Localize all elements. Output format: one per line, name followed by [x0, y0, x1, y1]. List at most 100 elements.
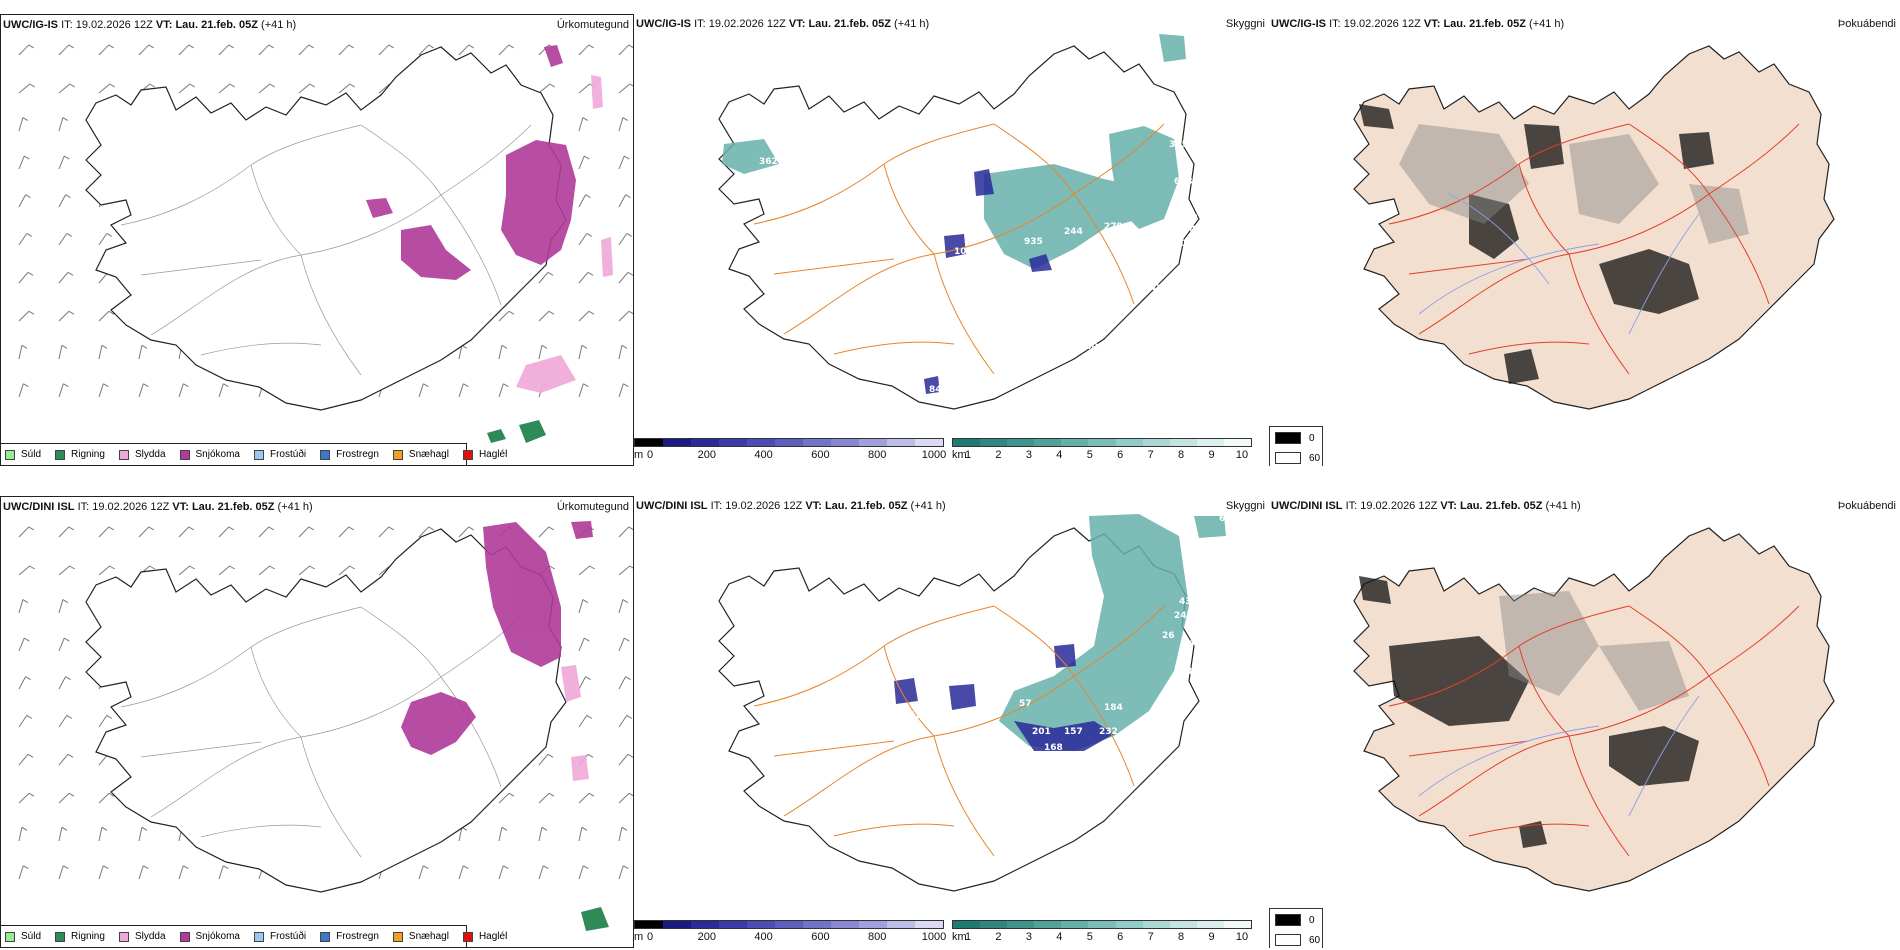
wind-barb — [458, 383, 469, 398]
road-line — [1708, 675, 1770, 787]
wind-barb — [98, 565, 115, 576]
wind-barb — [338, 565, 355, 576]
rivers — [1418, 695, 1700, 817]
wind-barb — [578, 271, 594, 284]
wind-barb — [218, 44, 234, 56]
colorbar-tick-label: 6 — [1117, 931, 1124, 943]
wind-barb — [98, 865, 109, 880]
colorbar-segment — [803, 921, 831, 928]
road-line — [1468, 341, 1590, 355]
wind-barb — [18, 565, 35, 576]
fog-legend: 0 60 — [1269, 426, 1323, 466]
wind-barb — [18, 232, 33, 246]
wind-barb — [498, 44, 514, 56]
wind-barb — [618, 83, 633, 94]
wind-barb — [58, 117, 69, 132]
wind-barb — [298, 83, 315, 94]
legend-item: Frostúði — [253, 931, 306, 942]
iceland-map: 437 245 26 146 317 57 132 184 201 157 232 168 42 68 — [718, 514, 1232, 892]
legend-label: Snjókoma — [195, 449, 240, 460]
init-time-value: 19.02.2026 12Z — [75, 19, 153, 31]
ceiling-height-label: 989 — [1029, 297, 1048, 307]
init-time-label: IT: — [710, 500, 723, 512]
colorbar-tick-label: 1000 — [921, 931, 947, 943]
legend-swatch — [5, 449, 15, 460]
colorbar-segment — [1061, 921, 1089, 928]
lead-time: (+41 h) — [894, 18, 930, 30]
visibility-colorbar-strip — [952, 438, 1252, 447]
wind-barb — [618, 676, 631, 690]
ceiling-height-label: 244 — [1064, 227, 1083, 237]
panel-parameter: Úrkomutegund — [556, 501, 629, 513]
ceiling-height-label: 437 — [1179, 597, 1198, 607]
ceiling-height-label: 335 — [1169, 140, 1188, 150]
fog-dark-areas — [1359, 576, 1699, 848]
wind-barb — [218, 526, 234, 538]
legend-label: Frostregn — [336, 931, 379, 942]
road-network — [1388, 605, 1800, 857]
wind-barb — [258, 44, 274, 56]
colorbar-segment — [1169, 921, 1197, 928]
colorbar-segment — [635, 921, 663, 928]
fog-dark-areas — [1359, 104, 1714, 384]
wind-barb — [138, 344, 148, 360]
colorbar-segment — [775, 921, 803, 928]
wind-barb — [298, 565, 315, 576]
wind-barb — [98, 232, 113, 246]
iceland-land-fog — [1353, 45, 1835, 410]
road-line — [1708, 193, 1770, 305]
legend-label: Rigning — [71, 449, 105, 460]
panel-title: UWC/IG-IS IT: 19.02.2026 12Z VT: Lau. 21… — [3, 19, 296, 31]
road-line — [150, 124, 532, 336]
valid-time-label: VT: — [1440, 500, 1457, 512]
iceland-map — [1353, 527, 1835, 892]
valid-time-label: VT: — [155, 19, 173, 31]
road-line — [933, 253, 995, 375]
wind-barb — [498, 344, 508, 360]
wind-barb — [18, 271, 34, 284]
colorbar-segment — [1061, 439, 1089, 446]
wind-barb — [58, 637, 70, 652]
colorbar-tick-label: 1000 — [921, 449, 947, 461]
legend-swatch — [5, 931, 15, 942]
wind-barb — [58, 44, 74, 56]
colorbar-tick-label: 7 — [1147, 931, 1154, 943]
legend-label: Haglél — [478, 931, 508, 942]
ceiling-height-label: 477 — [1179, 214, 1198, 224]
colorbar-segment — [1115, 921, 1143, 928]
colorbar-tick-label: 3 — [1025, 931, 1032, 943]
colorbar-tick-label: 10 — [1235, 449, 1249, 461]
road-line — [200, 824, 322, 838]
colorbar-tick-label: 600 — [811, 449, 830, 461]
valid-time-label: VT: — [788, 18, 806, 30]
wind-barb — [618, 383, 629, 398]
panel-title: UWC/DINI ISL IT: 19.02.2026 12Z VT: Lau.… — [3, 501, 313, 513]
fog-label: 60 — [1309, 934, 1321, 946]
road-line — [300, 736, 362, 858]
model-name: UWC/IG-IS — [636, 18, 691, 30]
init-time-value: 19.02.2026 12Z — [725, 500, 803, 512]
fog-grey-areas — [1399, 124, 1749, 244]
road-line — [1628, 123, 1710, 195]
road-line — [440, 676, 502, 788]
ceiling-height-label: 146 — [1182, 639, 1201, 649]
legend-item: Frostregn — [320, 449, 379, 460]
colorbar-segment — [915, 439, 943, 446]
low-ceiling-areas — [924, 169, 1052, 394]
legend-label: Snjókoma — [195, 931, 240, 942]
legend-swatch — [392, 931, 403, 942]
colorbar-segment — [831, 439, 859, 446]
wind-barb — [98, 44, 114, 56]
colorbar-segment — [747, 439, 775, 446]
wind-barb — [418, 865, 429, 880]
snow-areas — [366, 45, 576, 280]
valid-time-label: VT: — [805, 500, 822, 512]
wind-barb — [538, 792, 555, 804]
wind-barb — [218, 565, 235, 576]
ceiling-height-label: 10 — [954, 247, 967, 257]
legend-item: Snjókoma — [179, 449, 240, 460]
wind-barb — [618, 753, 633, 766]
ceiling-height-label: 157 — [1064, 727, 1083, 737]
fog-legend-row: 60 — [1275, 934, 1320, 946]
